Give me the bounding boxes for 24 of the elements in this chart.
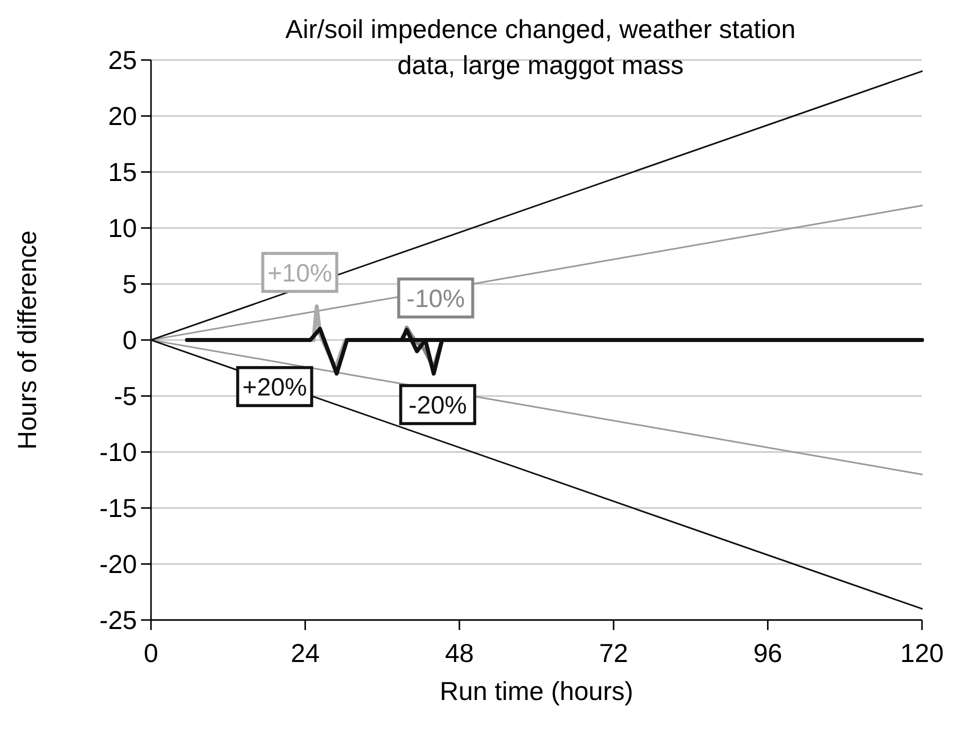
chart-title: Air/soil impedence changed, weather station data, large maggot mass (285, 14, 796, 80)
y-tick-label: 0 (122, 325, 137, 356)
y-tick-label: 15 (108, 157, 137, 188)
y-tick-label: 10 (108, 213, 137, 244)
y-tick-label: 25 (108, 45, 137, 76)
x-axis-title: Run time (hours) (440, 676, 634, 706)
series-label: -20% (408, 392, 467, 420)
y-tick-label: 5 (122, 269, 137, 300)
y-tick-label: -20 (99, 549, 137, 580)
series-label: +10% (267, 259, 332, 288)
x-tick-label: 72 (599, 638, 628, 668)
y-tick-label: -15 (99, 493, 137, 524)
x-tick-label: 0 (144, 638, 158, 668)
y-tick-label: 20 (108, 101, 137, 132)
x-tick-label: 120 (900, 638, 944, 668)
x-tick-label: 96 (753, 638, 782, 668)
x-tick-label: 24 (290, 638, 320, 668)
y-tick-label: -10 (99, 437, 137, 468)
y-axis-title: Hours of difference (12, 230, 42, 450)
series-label: +20% (242, 374, 308, 402)
y-tick-label: -5 (114, 381, 137, 412)
series-label: -10% (406, 285, 465, 313)
x-tick-label: 48 (444, 638, 474, 668)
y-tick-label: -25 (99, 605, 137, 636)
